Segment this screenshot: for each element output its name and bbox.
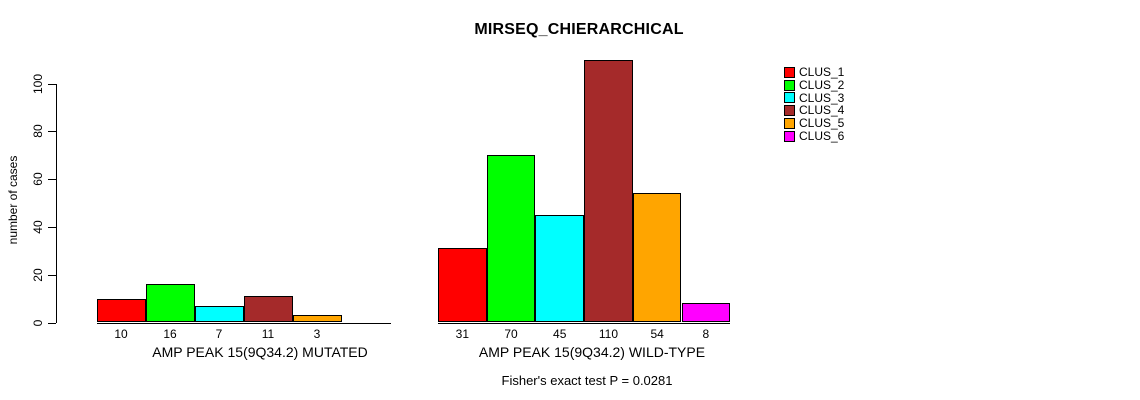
bar-clus-1 [96, 298, 146, 323]
bar-clus-6 [681, 303, 731, 323]
x-axis-label-wild-type: AMP PEAK 15(9Q34.2) WILD-TYPE [478, 344, 706, 360]
y-axis-label: number of cases [6, 155, 20, 245]
bar-value-label: 45 [553, 326, 567, 341]
legend-color-swatch-clus-1 [784, 66, 795, 78]
y-tick-label: 0 [31, 319, 45, 326]
legend-color-swatch-clus-6 [784, 130, 795, 142]
bar-value-label: 16 [163, 326, 177, 341]
legend-color-swatch-clus-4 [784, 105, 795, 117]
bar-value-label: 7 [215, 326, 223, 341]
y-tick-label: 100 [31, 73, 45, 94]
legend: CLUS_1 CLUS_2 CLUS_3 CLUS_4 CLUS_5 CLUS_6 [784, 66, 844, 143]
chart-title: MIRSEQ_CHIERARCHICAL [474, 21, 684, 38]
bar-clus-4 [584, 59, 633, 323]
bar-clus-1 [438, 248, 487, 323]
legend-item: CLUS_2 [784, 77, 845, 92]
legend-item: CLUS_3 [784, 90, 845, 105]
bar-value-label: 110 [598, 326, 618, 341]
legend-color-swatch-clus-5 [784, 118, 795, 130]
bar-value-label: 54 [650, 326, 664, 341]
legend-label: CLUS_6 [799, 128, 845, 143]
bar-clus-2 [486, 155, 536, 323]
legend-color-swatch-clus-2 [784, 79, 795, 91]
legend-label: CLUS_1 [799, 65, 845, 79]
bar-value-label: 10 [114, 326, 128, 341]
bar-value-label: 11 [261, 326, 275, 341]
y-tick-mark [48, 83, 56, 85]
bar-clus-2 [145, 284, 195, 323]
x-axis-label-mutated: AMP PEAK 15(9Q34.2) MUTATED [152, 344, 368, 360]
y-tick-label: 40 [31, 220, 45, 234]
legend-item: CLUS_6 [784, 130, 844, 143]
legend-item: CLUS_4 [784, 104, 844, 117]
legend-label: CLUS_2 [799, 77, 845, 92]
y-axis-line [56, 83, 57, 323]
legend-label: CLUS_4 [799, 103, 845, 118]
bar-clus-4 [243, 296, 293, 323]
legend-label: CLUS_5 [799, 116, 845, 131]
bar-value-label: 3 [313, 326, 321, 341]
fisher-test-annotation: Fisher's exact test P = 0.0281 [501, 373, 673, 388]
y-tick-label: 20 [31, 268, 45, 282]
bar-value-label: 31 [455, 326, 470, 341]
bar-clus-5 [632, 193, 682, 323]
y-tick-mark [48, 274, 56, 276]
y-tick-label: 80 [31, 124, 45, 138]
y-tick-label: 60 [31, 172, 45, 186]
y-tick-mark [48, 179, 56, 181]
y-tick-mark [48, 131, 56, 133]
legend-label: CLUS_3 [799, 90, 845, 105]
legend-color-swatch-clus-3 [784, 92, 795, 104]
x-axis-baseline [438, 322, 731, 324]
y-tick-mark [48, 322, 56, 324]
y-tick-mark [48, 226, 56, 228]
x-axis-baseline [96, 322, 391, 324]
bar-clus-5 [292, 315, 342, 323]
bar-value-label: 8 [702, 326, 710, 341]
bar-value-label: 70 [504, 326, 518, 341]
legend-item: CLUS_5 [784, 117, 844, 130]
legend-item: CLUS_1 [784, 66, 844, 79]
bar-clus-3 [194, 305, 244, 323]
bar-clus-3 [535, 214, 585, 323]
